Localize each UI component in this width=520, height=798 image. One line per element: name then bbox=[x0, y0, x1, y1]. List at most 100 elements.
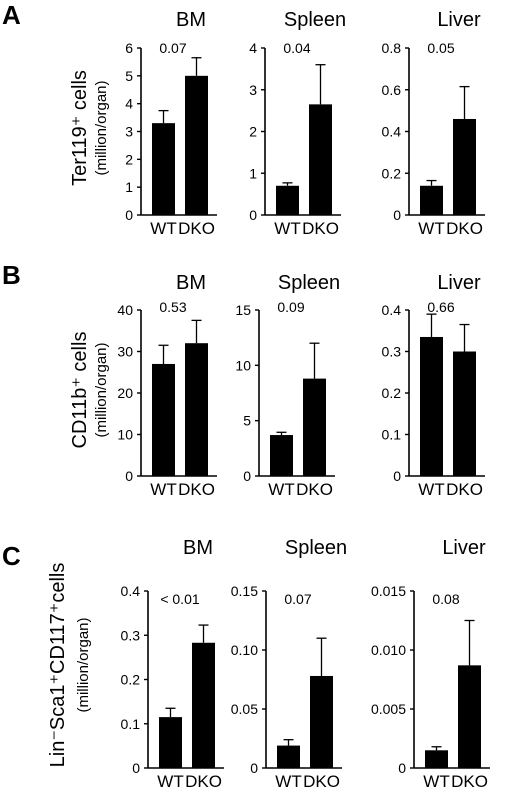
bar-dko bbox=[453, 118, 476, 215]
subplot-title: BM bbox=[183, 537, 213, 559]
y-axis-title: CD11b⁺ cells bbox=[69, 332, 91, 449]
p-value-label: 0.05 bbox=[427, 40, 454, 56]
x-category-label: WT bbox=[418, 480, 444, 499]
y-tick-label: 3 bbox=[249, 82, 257, 98]
bar-wt bbox=[420, 336, 443, 476]
x-category-label: WT bbox=[274, 219, 300, 238]
y-tick-label: 1 bbox=[249, 165, 257, 181]
subplot-title: BM bbox=[176, 9, 206, 31]
y-tick-label: 0.8 bbox=[382, 40, 402, 56]
y-tick-label: 0 bbox=[125, 207, 133, 223]
bar-wt bbox=[420, 185, 443, 215]
panel-letter: B bbox=[2, 260, 21, 290]
x-category-label: WT bbox=[150, 219, 176, 238]
y-tick-label: 0 bbox=[125, 468, 133, 484]
x-category-label: DKO bbox=[302, 219, 339, 238]
panel-letter: A bbox=[2, 0, 21, 30]
bar-dko bbox=[192, 642, 215, 768]
bar-wt bbox=[277, 745, 300, 768]
y-tick-label: 0 bbox=[393, 207, 401, 223]
x-category-label: WT bbox=[423, 772, 449, 791]
y-tick-label: 40 bbox=[117, 302, 133, 318]
x-category-label: WT bbox=[418, 219, 444, 238]
y-tick-label: 5 bbox=[125, 68, 133, 84]
panel-letter: C bbox=[2, 541, 21, 571]
y-tick-label: 2 bbox=[125, 151, 133, 167]
y-tick-label: 0.3 bbox=[382, 344, 402, 360]
bar-wt bbox=[425, 750, 448, 768]
y-tick-label: 0.6 bbox=[382, 82, 402, 98]
x-category-label: DKO bbox=[296, 480, 333, 499]
bar-dko bbox=[458, 665, 481, 768]
bar-dko bbox=[185, 75, 208, 215]
y-tick-label: 3 bbox=[125, 124, 133, 140]
subplot-title: Liver bbox=[437, 9, 481, 31]
y-axis-unit: (million/organ) bbox=[93, 80, 110, 175]
subplot-title: Spleen bbox=[284, 9, 346, 31]
y-tick-label: 0.3 bbox=[121, 627, 141, 643]
y-tick-label: 4 bbox=[125, 96, 133, 112]
y-tick-label: 0.2 bbox=[121, 672, 141, 688]
y-tick-label: 0.05 bbox=[231, 701, 258, 717]
y-tick-label: 0.010 bbox=[371, 642, 406, 658]
x-category-label: DKO bbox=[178, 219, 215, 238]
bar-dko bbox=[303, 378, 326, 476]
y-tick-label: 0.005 bbox=[371, 701, 406, 717]
subplot-title: Liver bbox=[442, 537, 486, 559]
y-tick-label: 6 bbox=[125, 40, 133, 56]
bar-wt bbox=[276, 185, 299, 215]
x-category-label: WT bbox=[150, 480, 176, 499]
y-tick-label: 30 bbox=[117, 344, 133, 360]
x-category-label: DKO bbox=[446, 219, 483, 238]
bar-dko bbox=[310, 675, 333, 768]
x-category-label: WT bbox=[157, 772, 183, 791]
x-category-label: DKO bbox=[178, 480, 215, 499]
y-tick-label: 0.2 bbox=[382, 165, 402, 181]
y-tick-label: 0.15 bbox=[231, 583, 258, 599]
x-category-label: DKO bbox=[451, 772, 488, 791]
bar-dko bbox=[453, 351, 476, 476]
subplot-title: BM bbox=[176, 272, 206, 294]
y-tick-label: 0.10 bbox=[231, 642, 258, 658]
bar-dko bbox=[309, 104, 332, 215]
y-tick-label: 0.2 bbox=[382, 385, 402, 401]
x-category-label: WT bbox=[275, 772, 301, 791]
p-value-label: 0.07 bbox=[284, 591, 311, 607]
y-tick-label: 0 bbox=[243, 468, 251, 484]
y-tick-label: 4 bbox=[249, 40, 257, 56]
bar-wt bbox=[152, 123, 175, 215]
y-tick-label: 0 bbox=[249, 207, 257, 223]
y-tick-label: 0.1 bbox=[382, 427, 402, 443]
y-tick-label: 0 bbox=[250, 760, 258, 776]
bar-dko bbox=[185, 343, 208, 476]
p-value-label: 0.66 bbox=[427, 299, 454, 315]
y-tick-label: 20 bbox=[117, 385, 133, 401]
y-tick-label: 0 bbox=[393, 468, 401, 484]
y-tick-label: 10 bbox=[117, 427, 133, 443]
y-tick-label: 0 bbox=[398, 760, 406, 776]
p-value-label: 0.04 bbox=[283, 40, 310, 56]
y-axis-unit: (million/organ) bbox=[93, 342, 110, 437]
y-axis-unit: (million/organ) bbox=[75, 617, 92, 712]
y-tick-label: 0.1 bbox=[121, 716, 141, 732]
x-category-label: DKO bbox=[446, 480, 483, 499]
bar-wt bbox=[270, 435, 293, 476]
subplot-title: Spleen bbox=[285, 537, 347, 559]
y-tick-label: 2 bbox=[249, 124, 257, 140]
y-tick-label: 0.015 bbox=[371, 583, 406, 599]
y-tick-label: 15 bbox=[235, 302, 251, 318]
bar-wt bbox=[159, 717, 182, 768]
y-tick-label: 0.4 bbox=[382, 124, 402, 140]
y-tick-label: 10 bbox=[235, 357, 251, 373]
y-tick-label: 1 bbox=[125, 179, 133, 195]
x-category-label: WT bbox=[268, 480, 294, 499]
p-value-label: 0.09 bbox=[277, 299, 304, 315]
y-axis-title: Lin⁻Sca1⁺CD117⁺cells bbox=[47, 563, 69, 768]
x-category-label: DKO bbox=[303, 772, 340, 791]
y-tick-label: 0.4 bbox=[382, 302, 402, 318]
y-tick-label: 0 bbox=[132, 760, 140, 776]
y-tick-label: 0.4 bbox=[121, 583, 141, 599]
x-category-label: DKO bbox=[185, 772, 222, 791]
p-value-label: 0.53 bbox=[159, 299, 186, 315]
